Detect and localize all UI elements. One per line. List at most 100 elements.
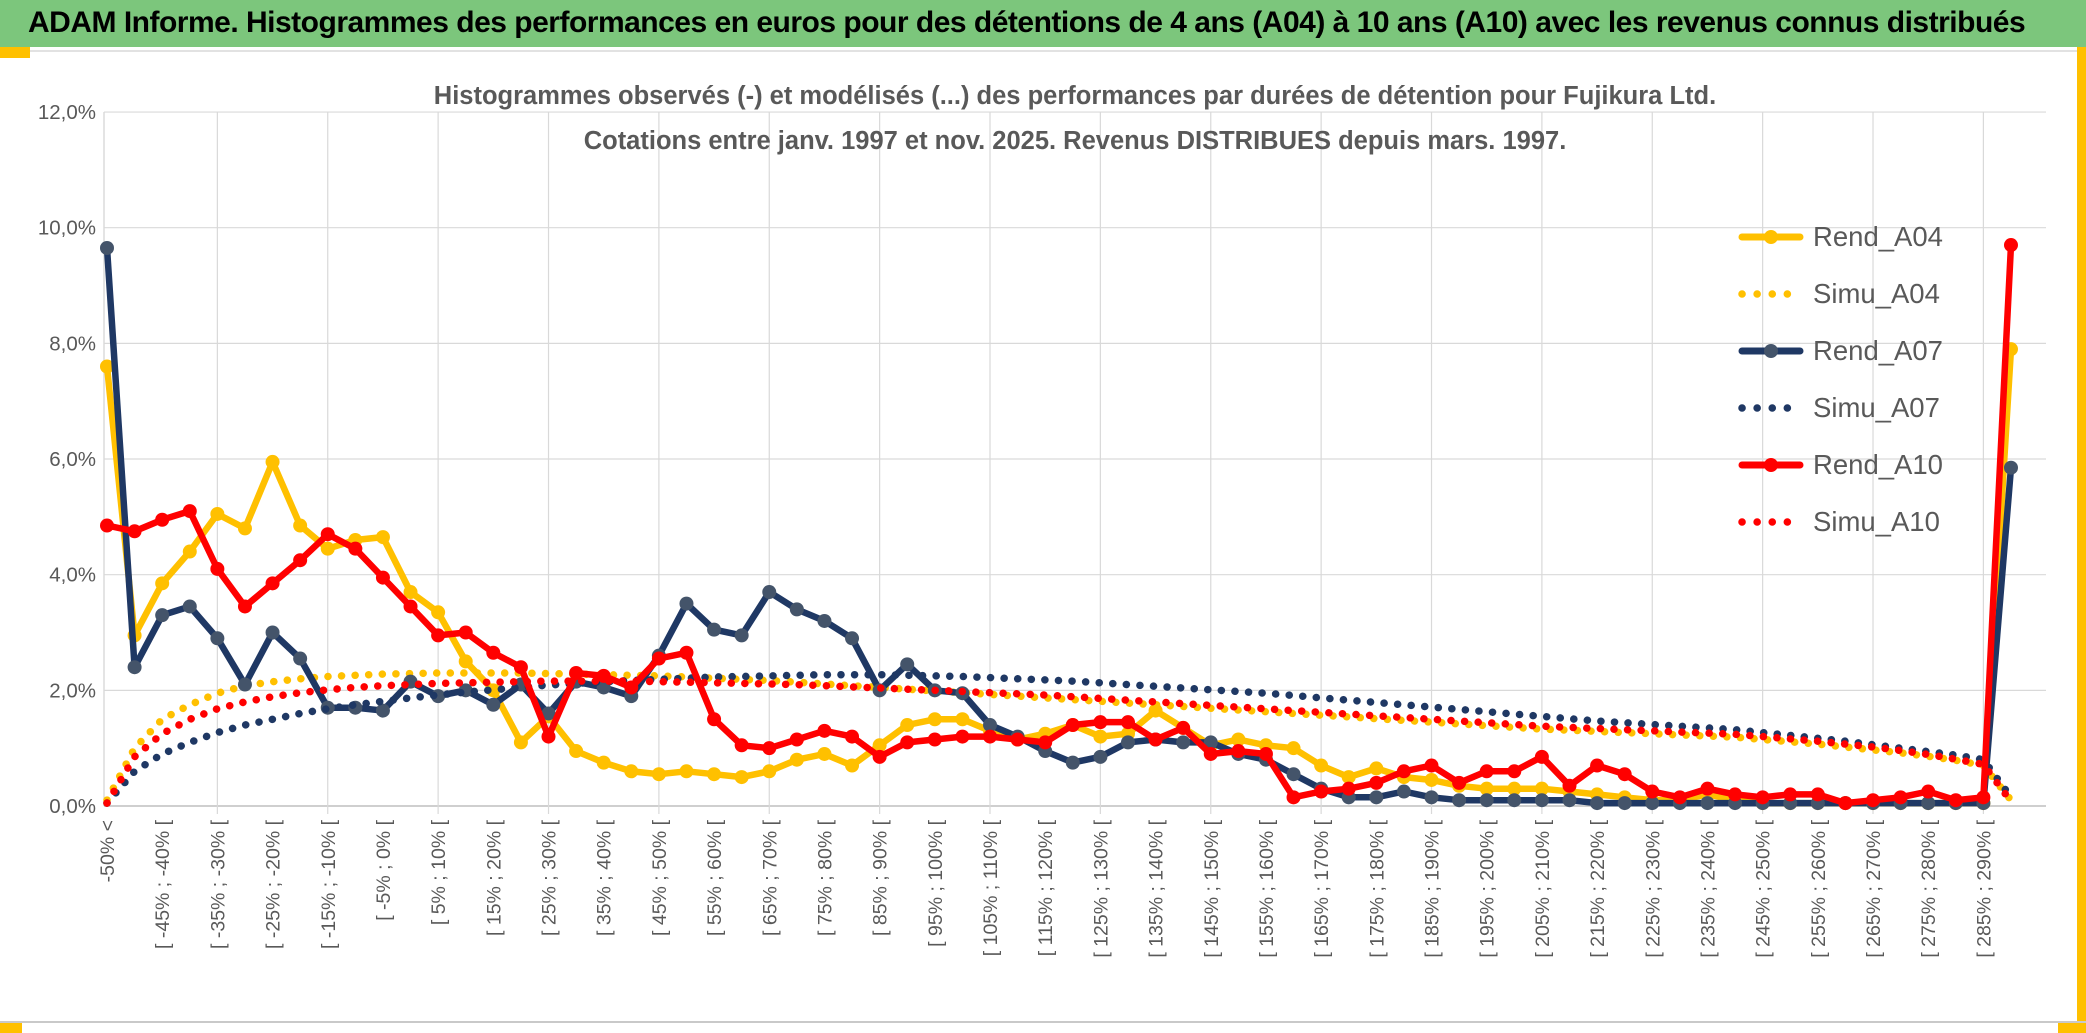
series-marker-Rend_A04 [237, 521, 252, 536]
y-tick-label: 12,0% [38, 101, 96, 124]
series-marker-Rend_A10 [2003, 238, 2018, 253]
series-marker-Rend_A10 [955, 729, 970, 744]
legend-item-Rend_A07[interactable]: Rend_A07 [1738, 335, 1943, 366]
series-marker-Rend_A10 [1010, 732, 1025, 747]
y-tick-label: 8,0% [49, 332, 96, 355]
legend-item-Simu_A04[interactable]: Simu_A04 [1738, 278, 1940, 309]
series-line-Simu_A07 [103, 670, 2015, 807]
series-layer [100, 238, 2018, 811]
series-marker-Rend_A04 [1093, 729, 1108, 744]
x-tick-label: [ 245% ; 250% [ [1753, 819, 1775, 957]
series-marker-Rend_A07 [155, 608, 170, 623]
series-marker-Rend_A10 [127, 524, 142, 539]
series-marker-Rend_A07 [845, 631, 860, 646]
series-marker-Rend_A10 [983, 729, 998, 744]
x-tick-label: [ 215% ; 220% [ [1587, 819, 1609, 957]
y-tick-label: 6,0% [49, 448, 96, 471]
x-tick-label: [ 285% ; 290% [ [1973, 819, 1995, 957]
series-marker-Rend_A10 [403, 599, 418, 614]
legend-label: Simu_A10 [1813, 506, 1940, 537]
series-marker-Rend_A10 [375, 570, 390, 585]
series-marker-Rend_A07 [541, 706, 556, 721]
series-marker-Rend_A10 [651, 651, 666, 666]
y-tick-label: 2,0% [49, 679, 96, 702]
x-tick-label: [ 75% ; 80% [ [814, 819, 836, 936]
series-marker-Rend_A04 [182, 544, 197, 559]
series-marker-Rend_A10 [1038, 735, 1053, 750]
series-marker-Rend_A10 [1120, 715, 1135, 730]
series-marker-Rend_A07 [1617, 796, 1632, 811]
legend[interactable]: Rend_A04 Simu_A04 Rend_A07 Simu_A07 Rend_A10… [1738, 221, 1943, 537]
series-marker-Rend_A04 [569, 744, 584, 759]
series-marker-Rend_A10 [458, 625, 473, 640]
series-marker-Rend_A10 [155, 512, 170, 527]
series-marker-Rend_A10 [100, 518, 114, 533]
series-marker-Rend_A10 [541, 729, 556, 744]
series-marker-Rend_A10 [900, 735, 915, 750]
series-marker-Rend_A10 [1258, 746, 1273, 761]
series-marker-Rend_A10 [1534, 749, 1549, 764]
series-marker-Rend_A04 [624, 764, 639, 779]
chart-bottom-border [0, 1021, 2086, 1023]
series-marker-Rend_A04 [293, 518, 308, 533]
x-tick-label: [ 35% ; 40% [ [594, 819, 616, 936]
series-marker-Rend_A07 [1534, 793, 1549, 808]
series-marker-Rend_A10 [1645, 784, 1660, 799]
series-marker-Rend_A10 [1728, 787, 1743, 802]
series-line-Simu_A10 [103, 677, 2015, 807]
legend-swatch-marker [1764, 230, 1778, 244]
series-marker-Rend_A07 [100, 240, 114, 255]
series-marker-Rend_A04 [734, 770, 749, 785]
performance-histogram-chart: 0,0% 2,0% 4,0% 6,0% 8,0% 10,0% 12,0% -50% < [ -4… [38, 82, 2046, 958]
x-tick-label: [ 235% ; 240% [ [1697, 819, 1719, 957]
x-tick-label: [ 5% ; 10% [ [428, 819, 450, 925]
series-marker-Rend_A04 [320, 541, 335, 556]
chart-area: 0,0% 2,0% 4,0% 6,0% 8,0% 10,0% 12,0% -50% < [ -4… [0, 52, 2086, 1021]
series-marker-Rend_A10 [1976, 790, 1991, 805]
series-marker-Rend_A07 [762, 585, 777, 600]
series-marker-Rend_A10 [1948, 793, 1963, 808]
series-marker-Rend_A10 [237, 599, 252, 614]
series-marker-Rend_A10 [320, 527, 335, 542]
series-marker-Rend_A10 [1783, 787, 1798, 802]
x-tick-label: [ 165% ; 170% [ [1311, 819, 1333, 957]
legend-label: Simu_A07 [1813, 392, 1940, 423]
series-marker-Rend_A07 [182, 599, 197, 614]
series-marker-Rend_A10 [1810, 787, 1825, 802]
series-marker-Rend_A04 [375, 530, 390, 545]
chart-title-line2: Cotations entre janv. 1997 et nov. 2025.… [584, 127, 1567, 155]
series-marker-Rend_A10 [265, 576, 280, 591]
series-marker-Rend_A04 [596, 755, 611, 770]
legend-item-Simu_A10[interactable]: Simu_A10 [1738, 506, 1940, 537]
x-tick-label: [ 125% ; 130% [ [1090, 819, 1112, 957]
legend-item-Rend_A10[interactable]: Rend_A10 [1738, 449, 1943, 480]
series-marker-Rend_A10 [789, 732, 804, 747]
series-marker-Rend_A10 [1314, 784, 1329, 799]
series-marker-Rend_A10 [1590, 758, 1605, 773]
series-marker-Rend_A07 [1093, 749, 1108, 764]
legend-item-Simu_A07[interactable]: Simu_A07 [1738, 392, 1940, 423]
legend-item-Rend_A04[interactable]: Rend_A04 [1738, 221, 1943, 252]
x-tick-label: [ 205% ; 210% [ [1532, 819, 1554, 957]
x-tick-label: [ 95% ; 100% [ [925, 819, 947, 946]
series-marker-Rend_A10 [1286, 790, 1301, 805]
x-tick-label: [ 185% ; 190% [ [1422, 819, 1444, 957]
series-marker-Rend_A07 [1921, 796, 1936, 811]
series-marker-Rend_A10 [210, 561, 225, 576]
series-marker-Rend_A10 [1507, 764, 1522, 779]
y-tick-label: 0,0% [49, 795, 96, 818]
series-marker-Rend_A10 [1424, 758, 1439, 773]
series-marker-Rend_A10 [1148, 732, 1163, 747]
series-marker-Rend_A10 [1893, 790, 1908, 805]
series-marker-Rend_A07 [2003, 460, 2018, 475]
series-marker-Rend_A10 [1369, 775, 1384, 790]
x-tick-label: [ 275% ; 280% [ [1918, 819, 1940, 957]
x-tick-label: [ 85% ; 90% [ [870, 819, 892, 936]
series-marker-Rend_A07 [127, 660, 142, 675]
chart-title-line1: Histogrammes observés (-) et modélisés (… [434, 82, 1716, 110]
axis-label-layer: 0,0% 2,0% 4,0% 6,0% 8,0% 10,0% 12,0% -50% < [ -4… [38, 101, 1996, 958]
series-marker-Rend_A07 [1286, 767, 1301, 782]
series-marker-Rend_A10 [1452, 775, 1467, 790]
series-marker-Rend_A10 [1562, 778, 1577, 793]
series-marker-Rend_A07 [1562, 793, 1577, 808]
